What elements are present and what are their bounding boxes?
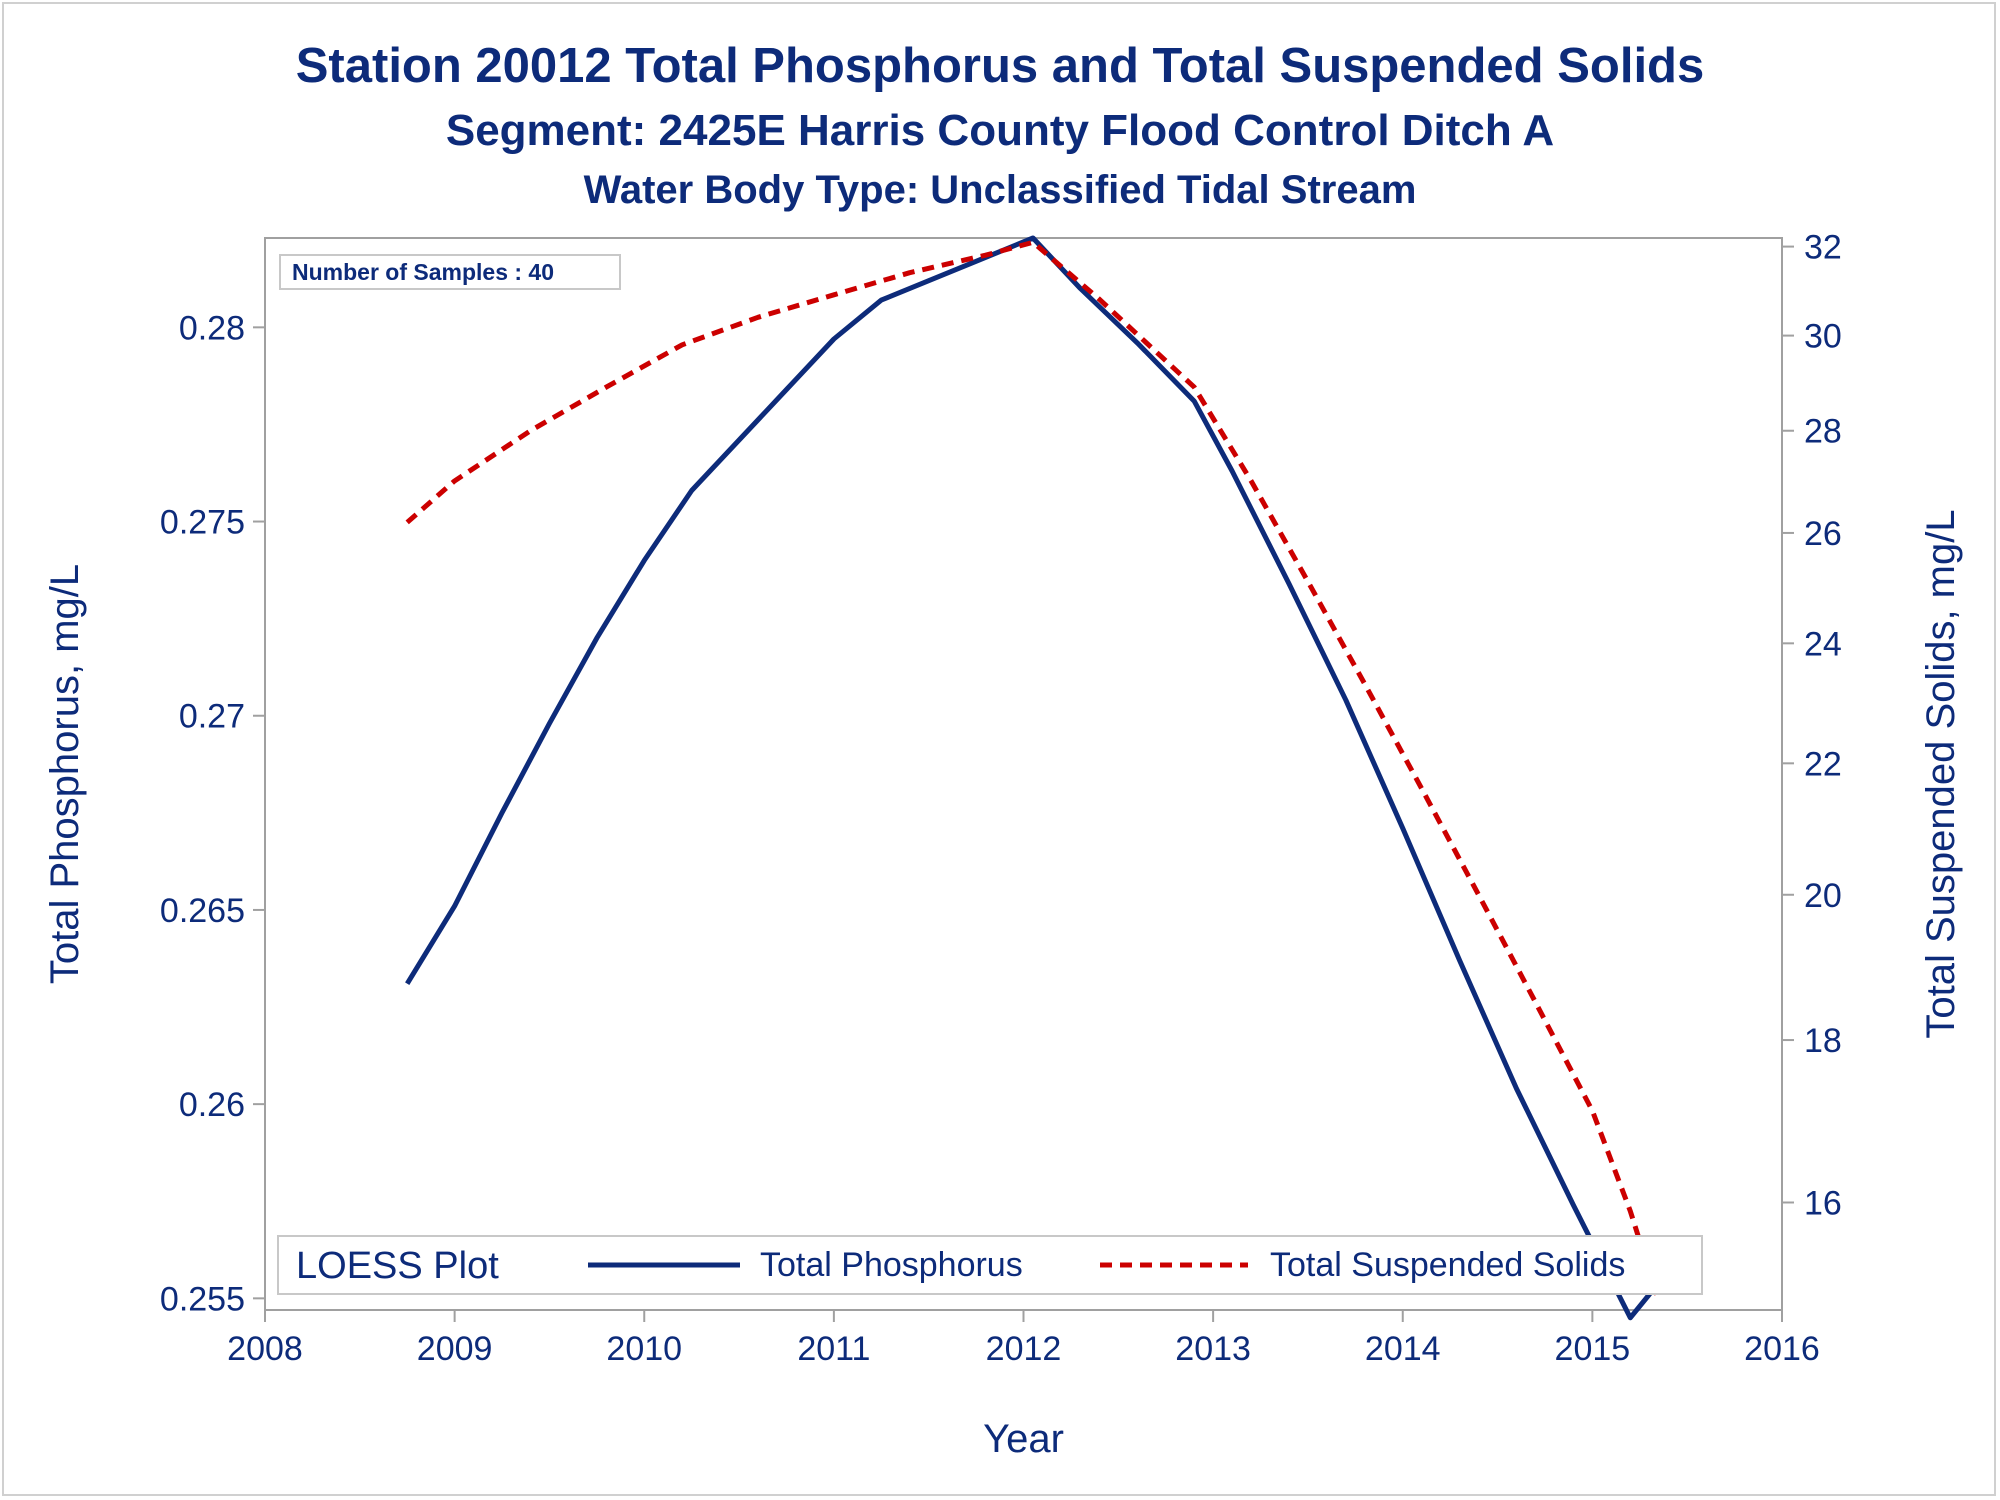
inset-label: Number of Samples : 40 [292,259,554,285]
x-tick-label: 2013 [1175,1330,1251,1368]
series-group [405,235,1671,1321]
legend-box [277,1235,1703,1295]
chart-subtitle-2: Water Body Type: Unclassified Tidal Stre… [583,168,1417,212]
y-right-tick-label: 32 [1804,229,1842,267]
y-right-tick-label: 28 [1804,413,1842,451]
y-left-tick-label: 0.26 [179,1086,245,1124]
x-tick-label: 2010 [606,1330,682,1368]
y-left-tick-label: 0.265 [160,892,245,930]
y-left-tick-label: 0.28 [179,309,245,347]
legend: LOESS Plot Total Phosphorus Total Suspen… [277,1235,1703,1295]
y-right-tick-label: 20 [1804,877,1842,915]
y-right-tick-label: 24 [1804,625,1842,663]
y-left-tick-label: 0.27 [179,698,245,736]
y-right-tick-label: 22 [1804,745,1842,783]
x-tick-label: 2016 [1744,1330,1820,1368]
y-left-axis-label: Total Phosphorus, mg/L [43,564,87,984]
x-tick-label: 2015 [1555,1330,1631,1368]
x-tick-label: 2009 [417,1330,493,1368]
y-right-axis-label: Total Suspended Solids, mg/L [1919,509,1963,1038]
y-right-tick-label: 16 [1804,1184,1842,1222]
series-line-total-phosphorus [405,235,1671,1321]
x-tick-label: 2014 [1365,1330,1441,1368]
x-tick-label: 2011 [797,1330,870,1368]
y-right-tick-label: 18 [1804,1022,1842,1060]
sample-count-inset: Number of Samples : 40 [279,254,621,290]
x-tick-label: 2012 [986,1330,1062,1368]
chart-title: Station 20012 Total Phosphorus and Total… [295,39,1705,93]
inset-box [279,254,621,290]
legend-entry-tss: Total Suspended Solids [1270,1246,1625,1284]
chart-subtitle: Segment: 2425E Harris County Flood Contr… [445,106,1555,155]
legend-title: LOESS Plot [296,1245,499,1287]
y-left-tick-label: 0.255 [160,1280,245,1318]
y-left-tick-label: 0.275 [160,504,245,542]
x-axis-label: Year [983,1417,1064,1461]
y-right-tick-label: 26 [1804,515,1842,553]
series-line-total-suspended-solids [405,239,1662,1302]
axes: 2008 2009 2010 2011 2012 2013 2014 2015 20160.25… [43,229,1963,1461]
y-right-tick-label: 30 [1804,318,1842,356]
x-tick-label: 2008 [227,1330,303,1368]
legend-entry-phosphorus: Total Phosphorus [760,1246,1023,1284]
plot-area-frame [264,237,1783,1311]
